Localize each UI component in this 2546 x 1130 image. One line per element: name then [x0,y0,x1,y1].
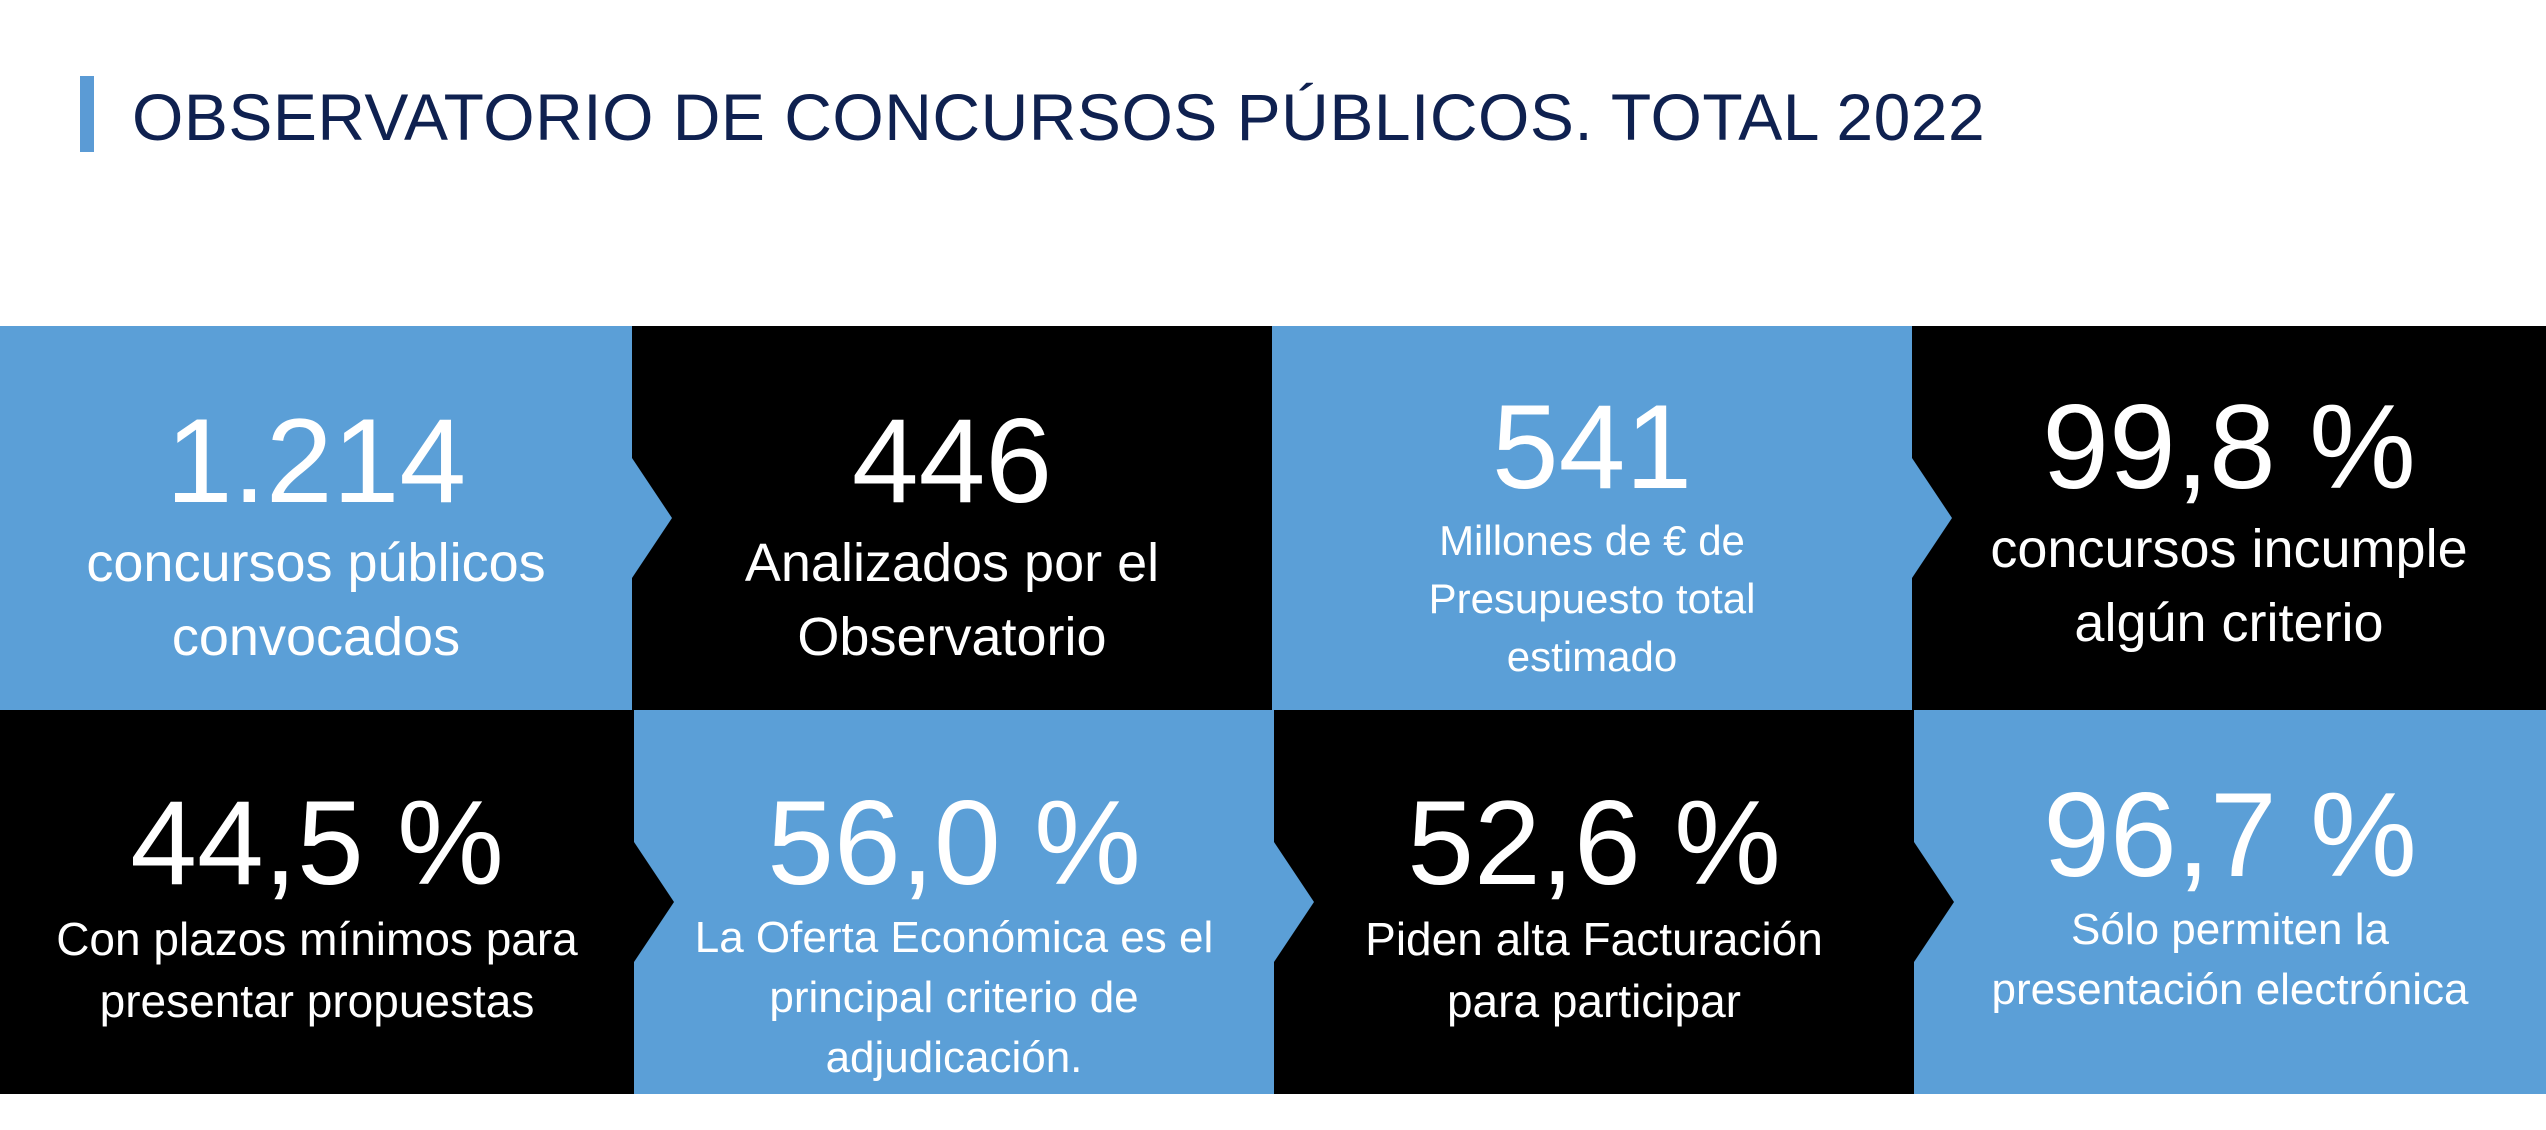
stat-value: 56,0 % [767,776,1141,910]
stat-label-line: algún criterio [2074,593,2384,653]
stat-tile-electronica: 96,7 % Sólo permiten la presentación ele… [1914,710,2546,1094]
stat-label-line: Sólo permiten la [2071,905,2389,954]
stat-label-line: principal criterio de [769,973,1139,1022]
arrow-connector [1914,842,1954,962]
stat-label-line: presentar propuestas [99,975,535,1027]
page-title: OBSERVATORIO DE CONCURSOS PÚBLICOS. TOTA… [132,80,1986,154]
stat-tile-plazos: 44,5 % Con plazos mínimos para presentar… [0,710,634,1094]
arrow-connector [1912,458,1952,578]
stat-label-line: convocados [171,607,461,667]
stat-label-line: Presupuesto total [1428,575,1756,622]
stat-label-line: La Oferta Económica es el [694,913,1214,962]
stat-tile-presupuesto: 541 Millones de € de Presupuesto total e… [1272,326,1912,710]
stat-label-line: presentación electrónica [1991,965,2469,1014]
stat-value: 541 [1491,380,1693,514]
stat-label-line: Analizados por el [744,533,1160,593]
stat-value: 99,8 % [2042,380,2416,514]
stat-value: 44,5 % [130,776,504,910]
stat-label-line: para participar [1446,975,1742,1027]
arrow-connector [632,458,672,578]
stat-label-line: concursos incumple [1990,519,2468,579]
title-accent-bar [80,76,94,152]
stat-value: 96,7 % [2043,768,2417,902]
stat-label-line: Observatorio [797,607,1107,667]
stat-tile-oferta: 56,0 % La Oferta Económica es el princip… [634,710,1274,1094]
stat-value: 446 [851,394,1053,528]
stat-value: 52,6 % [1407,776,1781,910]
stat-value: 1.214 [165,394,467,528]
arrow-connector [634,842,674,962]
stat-label-line: Piden alta Facturación [1365,913,1823,965]
arrow-connector [1274,842,1314,962]
stat-label-line: Millones de € de [1439,517,1745,564]
stat-label-line: estimado [1506,633,1678,680]
stat-tile-convocados: 1.214 concursos públicos convocados [0,326,632,710]
stat-label-line: concursos públicos [86,533,546,593]
stats-grid: 1.214 concursos públicos convocados 446 … [0,326,2546,1094]
stat-label-line: Con plazos mínimos para [56,913,578,965]
stat-tile-incumple: 99,8 % concursos incumple algún criterio [1912,326,2546,710]
stat-label-line: adjudicación. [825,1033,1083,1082]
stat-tile-facturacion: 52,6 % Piden alta Facturación para parti… [1274,710,1914,1094]
stat-tile-analizados: 446 Analizados por el Observatorio [632,326,1272,710]
